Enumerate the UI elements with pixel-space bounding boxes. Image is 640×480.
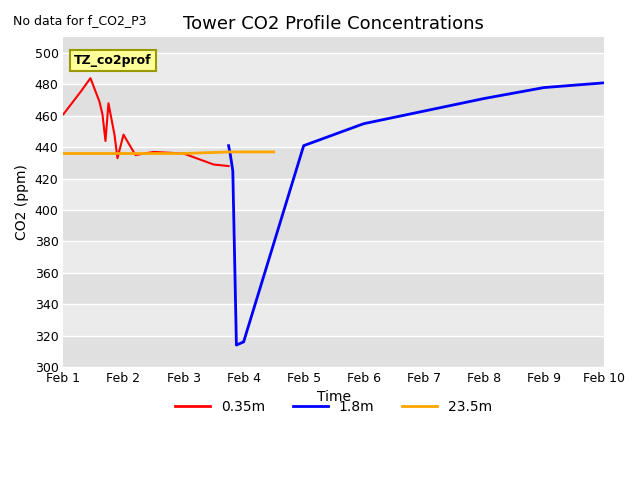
1.8m <box>232 342 240 348</box>
0.35m <box>114 156 122 161</box>
1.8m <box>227 152 234 158</box>
23.5m <box>120 151 127 156</box>
23.5m <box>240 149 248 155</box>
23.5m <box>225 149 232 155</box>
0.35m <box>180 151 188 156</box>
Bar <box>63 147 604 179</box>
Bar <box>63 241 604 273</box>
1.8m <box>231 254 239 260</box>
Bar <box>63 116 604 147</box>
Bar <box>63 179 604 210</box>
0.35m <box>95 99 103 105</box>
Bar <box>63 336 604 367</box>
23.5m <box>60 151 67 156</box>
0.35m <box>86 75 94 81</box>
1.8m <box>360 121 367 127</box>
Line: 23.5m: 23.5m <box>63 152 274 154</box>
Bar <box>63 273 604 304</box>
1.8m <box>225 143 232 148</box>
Bar <box>63 84 604 116</box>
1.8m <box>420 108 428 114</box>
Y-axis label: CO2 (ppm): CO2 (ppm) <box>15 164 29 240</box>
0.35m <box>99 111 106 117</box>
1.8m <box>229 168 237 174</box>
Line: 1.8m: 1.8m <box>228 83 604 345</box>
0.35m <box>104 100 112 106</box>
0.35m <box>150 149 157 155</box>
1.8m <box>600 80 608 86</box>
1.8m <box>480 96 488 101</box>
1.8m <box>300 143 307 148</box>
0.35m <box>120 132 127 138</box>
Legend: 0.35m, 1.8m, 23.5m: 0.35m, 1.8m, 23.5m <box>170 394 498 420</box>
Text: No data for f_CO2_P3: No data for f_CO2_P3 <box>13 14 147 27</box>
0.35m <box>111 132 118 138</box>
1.8m <box>540 84 548 90</box>
0.35m <box>77 88 85 94</box>
X-axis label: Time: Time <box>317 390 351 405</box>
0.35m <box>225 163 232 169</box>
23.5m <box>180 151 188 156</box>
Line: 0.35m: 0.35m <box>63 78 228 166</box>
0.35m <box>93 91 100 97</box>
Text: TZ_co2prof: TZ_co2prof <box>74 54 152 67</box>
0.35m <box>60 111 67 117</box>
0.35m <box>102 138 109 144</box>
1.8m <box>240 339 248 345</box>
Bar <box>63 304 604 336</box>
Bar <box>63 53 604 84</box>
0.35m <box>210 162 218 168</box>
Bar <box>63 210 604 241</box>
23.5m <box>270 149 278 155</box>
Title: Tower CO2 Profile Concentrations: Tower CO2 Profile Concentrations <box>183 15 484 33</box>
0.35m <box>132 152 140 158</box>
